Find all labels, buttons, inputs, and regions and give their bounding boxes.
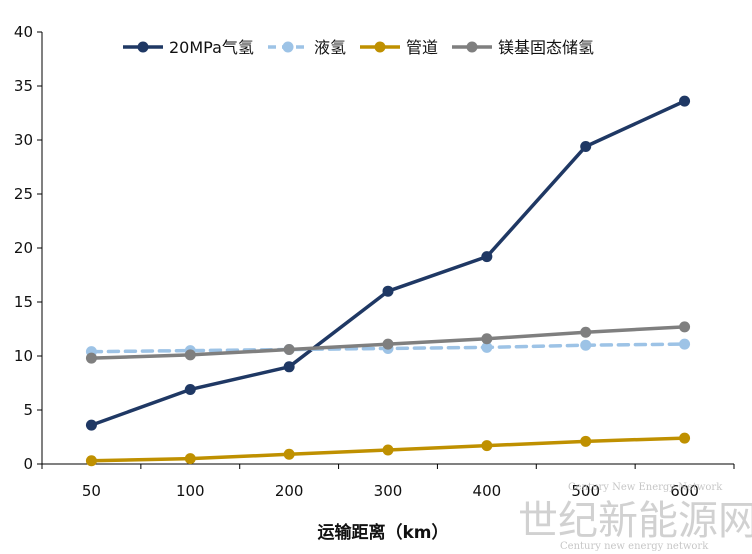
x-tick-label: 100 <box>176 482 205 500</box>
data-point <box>382 285 394 297</box>
legend-swatch-marker <box>466 41 478 53</box>
data-point <box>382 338 394 350</box>
series-2 <box>85 432 691 467</box>
x-tick-label: 200 <box>275 482 304 500</box>
data-point <box>283 448 295 460</box>
y-tick-label: 35 <box>14 77 33 95</box>
watermark-tiny: Century New Energy Network <box>568 482 723 493</box>
series-line <box>89 99 687 427</box>
y-tick-label: 10 <box>14 347 33 365</box>
data-point <box>679 338 691 350</box>
data-point <box>481 333 493 345</box>
data-point <box>184 349 196 361</box>
legend-item: 液氢 <box>268 38 346 57</box>
x-tick-label: 600 <box>670 482 699 500</box>
data-point <box>679 321 691 333</box>
data-point <box>580 435 592 447</box>
data-point <box>481 251 493 263</box>
y-tick-label: 0 <box>23 455 33 473</box>
legend-item: 镁基固态储氢 <box>452 38 594 57</box>
data-point <box>85 455 97 467</box>
data-point <box>580 140 592 152</box>
legend: 20MPa气氢 液氢 管道 镁基固态储氢 <box>123 38 594 57</box>
y-tick-label: 20 <box>14 239 33 257</box>
data-point <box>184 453 196 465</box>
watermark-sub: Century new energy network <box>560 541 709 552</box>
watermark: Century New Energy Network 世纪新能源网 Centur… <box>518 482 752 552</box>
data-point <box>580 326 592 338</box>
data-point <box>481 440 493 452</box>
x-tick-label: 400 <box>473 482 502 500</box>
data-point <box>85 419 97 431</box>
data-point <box>481 341 493 353</box>
x-axis-ticks: 50 100 200 300 400 500 600 <box>41 464 735 500</box>
data-point <box>85 352 97 364</box>
data-point <box>679 95 691 107</box>
series-layer <box>85 95 691 467</box>
x-tick-label: 500 <box>571 482 600 500</box>
y-tick-label: 25 <box>14 185 33 203</box>
x-axis-title: 运输距离（km） <box>317 522 448 543</box>
legend-label: 20MPa气氢 <box>169 38 254 57</box>
data-point <box>283 344 295 356</box>
series-3 <box>85 321 691 364</box>
legend-swatch-marker <box>374 41 386 53</box>
legend-item: 管道 <box>360 38 438 57</box>
y-axis-ticks: 0 5 10 15 20 25 30 35 40 <box>14 23 42 473</box>
y-tick-label: 30 <box>14 131 33 149</box>
legend-swatch-marker <box>282 41 294 53</box>
data-point <box>184 383 196 395</box>
plot-area: 0 5 10 15 20 25 30 35 40 50 100 200 300 400 500 600 20… <box>14 23 735 500</box>
legend-swatch-marker <box>137 41 149 53</box>
y-tick-label: 15 <box>14 293 33 311</box>
legend-item: 20MPa气氢 <box>123 38 254 57</box>
x-tick-label: 300 <box>374 482 403 500</box>
series-0 <box>85 95 691 431</box>
data-point <box>679 432 691 444</box>
legend-label: 管道 <box>406 38 438 57</box>
y-tick-label: 5 <box>23 401 33 419</box>
data-point <box>580 339 592 351</box>
x-tick-label: 50 <box>82 482 101 500</box>
legend-label: 液氢 <box>314 38 346 57</box>
y-tick-label: 40 <box>14 23 33 41</box>
data-point <box>283 361 295 373</box>
watermark-main: 世纪新能源网 <box>518 498 752 544</box>
data-point <box>382 444 394 456</box>
legend-label: 镁基固态储氢 <box>498 38 594 57</box>
